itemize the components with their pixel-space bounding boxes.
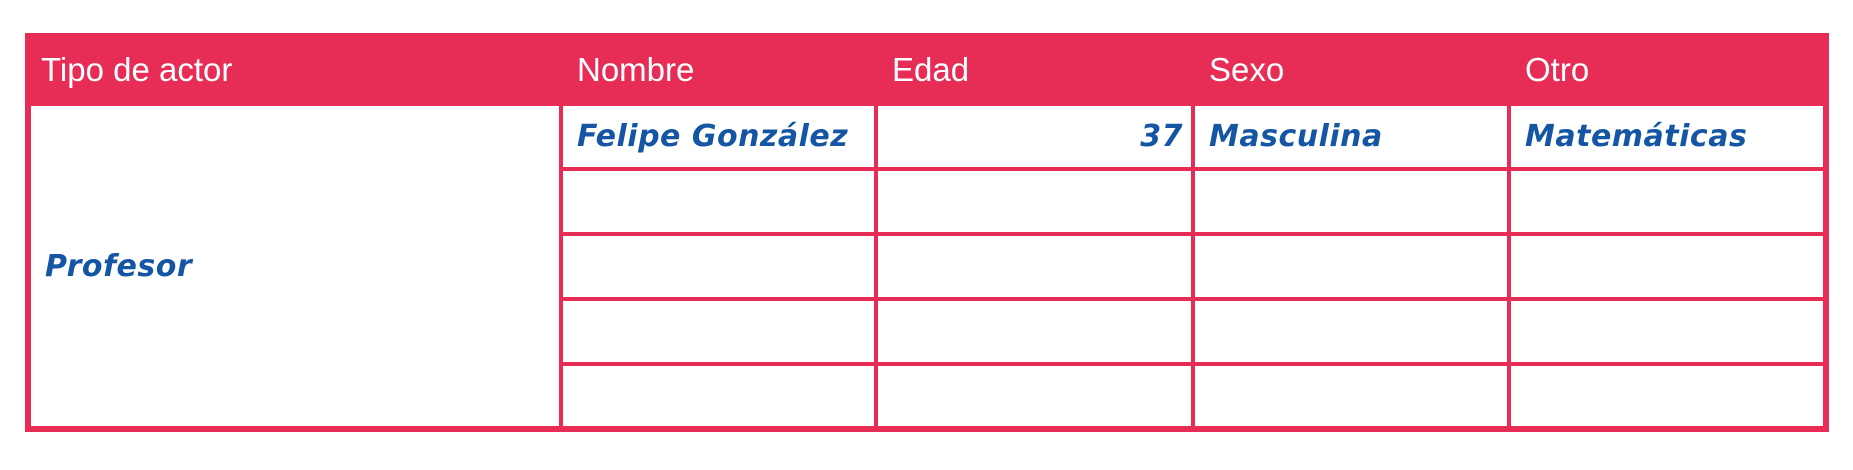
cell-actor-type: Profesor [26, 102, 563, 431]
cell-nombre [559, 167, 878, 236]
cell-sexo [1191, 167, 1511, 236]
cell-nombre [559, 232, 878, 301]
header-otro: Otro [1509, 36, 1826, 104]
cell-sexo [1191, 232, 1511, 301]
cell-otro [1507, 232, 1828, 301]
cell-edad [874, 297, 1195, 366]
header-row: Tipo de actor Nombre Edad Sexo Otro [28, 36, 1826, 104]
cell-otro [1507, 362, 1828, 431]
table-row [28, 232, 1828, 301]
cell-edad [874, 167, 1195, 236]
cell-otro [1507, 167, 1828, 236]
cell-sexo [1191, 362, 1511, 431]
cell-edad: 37 [874, 102, 1195, 171]
cell-edad [874, 232, 1195, 301]
cell-edad [874, 362, 1195, 431]
table-row [28, 167, 1828, 236]
cell-sexo: Masculina [1191, 102, 1511, 171]
actor-type-value: Profesor [45, 248, 193, 284]
cell-nombre [559, 297, 878, 366]
actor-table: Tipo de actor Nombre Edad Sexo Otro Prof… [25, 33, 1829, 432]
cell-otro: Matemáticas [1507, 102, 1828, 171]
table-row [28, 362, 1828, 431]
cell-otro [1507, 297, 1828, 366]
cell-nombre: Felipe González [559, 102, 878, 171]
cell-nombre [559, 362, 878, 431]
header-tipo-de-actor: Tipo de actor [28, 36, 561, 104]
cell-sexo [1191, 297, 1511, 366]
table-row [28, 297, 1828, 366]
header-nombre: Nombre [561, 36, 876, 104]
header-sexo: Sexo [1193, 36, 1509, 104]
header-edad: Edad [876, 36, 1193, 104]
table-row: Profesor Felipe González 37 Masculina Ma… [26, 102, 1828, 431]
